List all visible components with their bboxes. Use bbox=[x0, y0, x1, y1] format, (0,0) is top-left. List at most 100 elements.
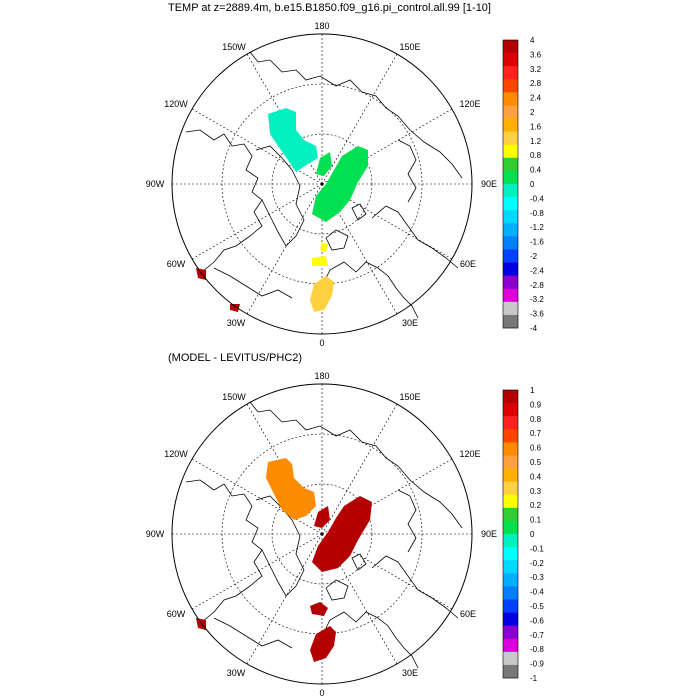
colorbar-frame bbox=[502, 39, 519, 329]
colorbar-swatch bbox=[503, 520, 518, 535]
colorbar-tick-label: -2 bbox=[530, 252, 538, 261]
colorbar-swatch bbox=[503, 210, 518, 224]
anomaly-patch-norwegian-sea bbox=[310, 276, 334, 312]
colorbar-tick-label: 4 bbox=[530, 36, 535, 45]
colorbar-tick-label: -0.4 bbox=[530, 588, 544, 597]
colorbar-swatch bbox=[503, 236, 518, 250]
colorbar-tick-label: -3.6 bbox=[530, 310, 544, 319]
colorbar-tick-label: 0.8 bbox=[530, 151, 542, 160]
colorbar-tick-label: 0.4 bbox=[530, 472, 542, 481]
colorbar-swatch bbox=[503, 534, 518, 548]
colorbar-tick-label: -0.1 bbox=[530, 544, 544, 553]
colorbar-tick-label: 1.2 bbox=[530, 137, 542, 146]
colorbar-swatch bbox=[503, 481, 518, 496]
colorbar-tick-label: 0.1 bbox=[530, 516, 542, 525]
lon-label-150w: 150W bbox=[222, 42, 246, 52]
panel-title-bottom: (MODEL - LEVITUS/PHC2) bbox=[168, 352, 303, 364]
colorbar-tick-label: -0.8 bbox=[530, 209, 544, 218]
colorbar-swatch bbox=[503, 638, 518, 653]
panel-title-top: TEMP at z=2889.4m, b.e15.B1850.f09_g16.p… bbox=[168, 2, 491, 14]
colorbar-tick-label: -0.7 bbox=[530, 631, 544, 640]
lon-label-120e: 120E bbox=[459, 449, 480, 459]
lon-label-90e: 90E bbox=[481, 529, 497, 539]
colorbar-swatch bbox=[503, 301, 518, 316]
colorbar-swatch bbox=[503, 651, 518, 666]
colorbar-swatch bbox=[503, 105, 518, 119]
colorbar-swatch bbox=[503, 223, 518, 237]
colorbar-swatch bbox=[503, 664, 518, 679]
colorbar-swatch bbox=[503, 507, 518, 522]
colorbar-tick-label: 2.4 bbox=[530, 94, 542, 103]
colorbar-tick-label: 0.9 bbox=[530, 400, 542, 409]
anomaly-patch-canada-basin bbox=[266, 458, 316, 520]
lon-label-60e: 60E bbox=[460, 609, 476, 619]
colorbar-swatch bbox=[503, 92, 518, 106]
colorbar-swatch bbox=[503, 314, 518, 329]
colorbar-tick-label: 0.5 bbox=[530, 458, 542, 467]
lon-label-0: 0 bbox=[319, 338, 324, 348]
lon-label-150w: 150W bbox=[222, 392, 246, 402]
lon-label-60w: 60W bbox=[167, 609, 186, 619]
lon-label-30e: 30E bbox=[402, 318, 418, 328]
colorbar-frame bbox=[502, 389, 519, 679]
colorbar-swatch bbox=[503, 494, 518, 509]
colorbar-tick-label: 0.4 bbox=[530, 166, 542, 175]
colorbar-swatch bbox=[503, 612, 518, 626]
colorbar-tick-label: 3.2 bbox=[530, 65, 542, 74]
colorbar-swatch bbox=[503, 429, 518, 443]
colorbar-tick-label: -2.4 bbox=[530, 266, 544, 275]
colorbar-swatch bbox=[503, 442, 518, 456]
colorbar-swatch bbox=[503, 403, 518, 417]
colorbar-tick-label: 1.6 bbox=[530, 122, 542, 131]
colorbar-swatch bbox=[503, 118, 518, 132]
lon-label-120e: 120E bbox=[459, 99, 480, 109]
colorbar-tick-label: -1.2 bbox=[530, 223, 544, 232]
anomaly-patch-fram-strait bbox=[310, 602, 328, 616]
colorbar-swatch bbox=[503, 586, 518, 600]
colorbar-tick-label: 2 bbox=[530, 108, 535, 117]
colorbar-swatch bbox=[503, 288, 518, 303]
colorbar-tick-label: -0.8 bbox=[530, 645, 544, 654]
map-panel-top: 180 150W 150E 120W 120E 90W 90E 60W 60E … bbox=[146, 21, 545, 348]
map-panel-bottom: 180 150W 150E 120W 120E 90W 90E 60W 60E … bbox=[146, 371, 545, 698]
colorbar-tick-label: -1.6 bbox=[530, 238, 544, 247]
lon-label-30w: 30W bbox=[227, 668, 246, 678]
lon-label-120w: 120W bbox=[164, 449, 188, 459]
anomaly-patch-labrador-1 bbox=[196, 618, 206, 630]
anomaly-patch-labrador-1 bbox=[196, 268, 206, 280]
colorbar-swatch bbox=[503, 416, 518, 430]
colorbar-tick-label: -2.8 bbox=[530, 281, 544, 290]
colorbar-tick-label: -0.3 bbox=[530, 573, 544, 582]
colorbar-tick-label: -0.4 bbox=[530, 194, 544, 203]
anomaly-patch-fram-strait bbox=[312, 242, 328, 266]
colorbar-swatch bbox=[503, 197, 518, 211]
colorbar-swatch bbox=[503, 66, 518, 80]
lon-label-30w: 30W bbox=[227, 318, 246, 328]
anomaly-patch-eurasian-basin bbox=[312, 496, 372, 572]
lon-label-90w: 90W bbox=[146, 179, 165, 189]
colorbar-tick-label: 0.8 bbox=[530, 415, 542, 424]
longitude-labels: 180 150W 150E 120W 120E 90W 90E 60W 60E … bbox=[146, 371, 497, 698]
anomaly-patch-eurasian-basin-small bbox=[316, 152, 332, 176]
colorbar-swatch bbox=[503, 390, 518, 404]
map-boundary bbox=[171, 383, 473, 685]
colorbar-swatch bbox=[503, 249, 518, 263]
colorbar-swatch bbox=[503, 573, 518, 587]
colorbar-swatch bbox=[503, 275, 518, 290]
map-boundary bbox=[171, 33, 473, 335]
anomaly-patch-canada-basin bbox=[268, 108, 318, 172]
colorbar-tick-label: -1 bbox=[530, 674, 538, 683]
anomaly-patch-norwegian-sea bbox=[310, 626, 336, 662]
colorbar-tick-label: 0 bbox=[530, 180, 535, 189]
colorbar-swatch bbox=[503, 455, 518, 469]
colorbar-tick-label: 0.2 bbox=[530, 501, 542, 510]
colorbar-tick-label: 0 bbox=[530, 530, 535, 539]
anomaly-patches bbox=[196, 108, 368, 312]
anomaly-patch-eurasian-basin-small bbox=[314, 506, 330, 528]
anomaly-patches bbox=[196, 458, 372, 662]
colorbar-tick-label: -0.5 bbox=[530, 602, 544, 611]
lon-label-150e: 150E bbox=[399, 42, 420, 52]
coastlines bbox=[185, 401, 463, 669]
colorbar-swatch bbox=[503, 40, 518, 54]
